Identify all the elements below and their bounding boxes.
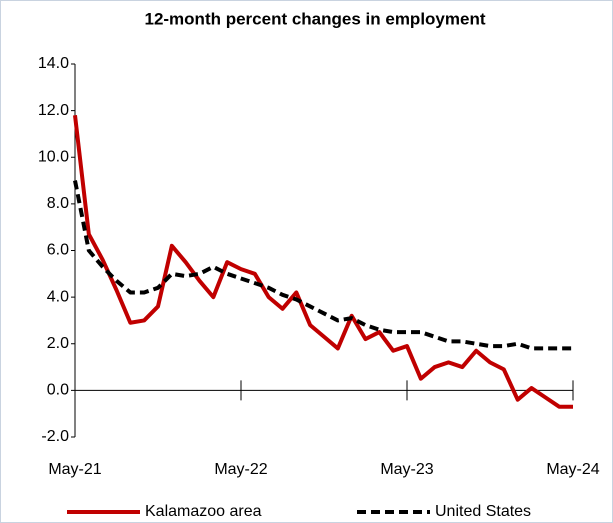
x-tick-label: May-23 xyxy=(380,461,433,478)
x-tick-label: May-21 xyxy=(48,461,101,478)
y-tick-label: 14.0 xyxy=(38,55,69,72)
series-line xyxy=(73,115,573,409)
legend-label: United States xyxy=(435,503,531,520)
y-tick-label: 12.0 xyxy=(38,102,69,119)
legend-label: Kalamazoo area xyxy=(145,503,262,520)
y-tick-label: 2.0 xyxy=(47,335,69,352)
x-tick-label: May-22 xyxy=(214,461,267,478)
chart-title: 12-month percent changes in employment xyxy=(144,9,485,28)
y-tick-label: 4.0 xyxy=(47,288,69,305)
y-tick-label: 0.0 xyxy=(47,382,69,399)
series-line xyxy=(73,180,573,351)
y-tick-label: -2.0 xyxy=(41,428,69,445)
y-tick-label: 8.0 xyxy=(47,195,69,212)
y-tick-label: 10.0 xyxy=(38,148,69,165)
y-tick-label: 6.0 xyxy=(47,242,69,259)
x-tick-label: May-24 xyxy=(546,461,599,478)
